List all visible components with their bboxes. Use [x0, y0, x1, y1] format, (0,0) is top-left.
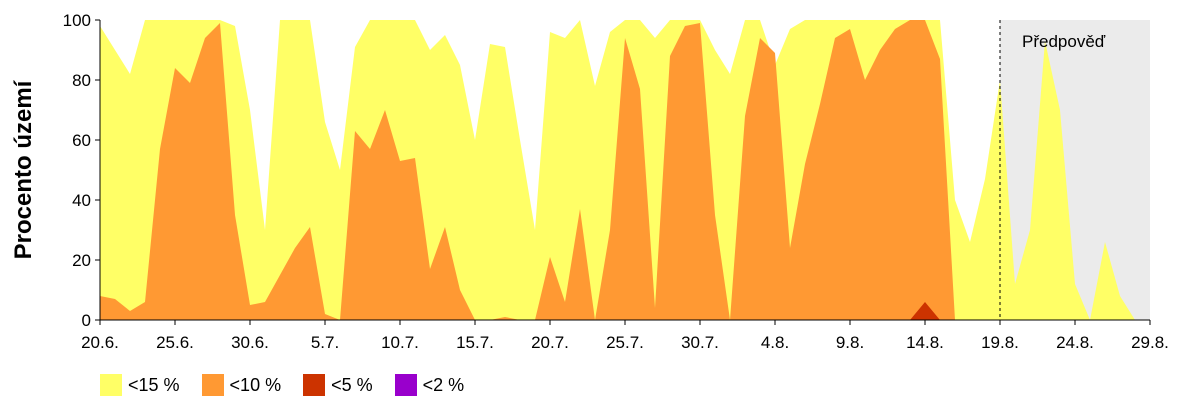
x-tick-label: 20.6. [81, 333, 119, 352]
legend-swatch [201, 374, 224, 396]
legend-swatch [303, 374, 326, 396]
x-tick-label: 5.7. [311, 333, 339, 352]
y-axis-label: Procento území [10, 79, 37, 259]
x-tick-label: 25.6. [156, 333, 194, 352]
y-tick-label: 100 [63, 11, 91, 30]
y-tick-label: 20 [72, 251, 91, 270]
legend-label: <2 % [422, 374, 465, 395]
x-tick-label: 14.8. [906, 333, 944, 352]
y-tick-label: 40 [72, 191, 91, 210]
area-series-2 [100, 302, 1135, 320]
legend-swatch [100, 374, 122, 396]
area-series-1 [100, 20, 1135, 320]
legend-label: <15 % [128, 374, 180, 395]
x-tick-label: 25.7. [606, 333, 644, 352]
legend-swatch [394, 374, 417, 396]
x-tick-label: 29.8. [1131, 333, 1169, 352]
y-tick-label: 0 [82, 311, 91, 330]
legend: <15 % <10 % <5 % <2 % [100, 372, 486, 398]
x-tick-label: 24.8. [1056, 333, 1094, 352]
x-tick-label: 9.8. [836, 333, 864, 352]
x-tick-label: 20.7. [531, 333, 569, 352]
legend-item: <5 % [303, 374, 373, 396]
legend-label: <5 % [331, 374, 373, 395]
forecast-label: Předpověď [1022, 32, 1106, 51]
x-tick-label: 30.6. [231, 333, 269, 352]
y-tick-label: 80 [72, 71, 91, 90]
area-chart: Předpověď 0 20 40 60 80 100 20.6. 25.6. 30.6. 5.7… [10, 11, 1169, 352]
legend-label: <10 % [229, 374, 282, 395]
legend-item: <10 % [201, 374, 282, 396]
x-tick-label: 10.7. [381, 333, 419, 352]
x-tick-label: 19.8. [981, 333, 1019, 352]
x-tick-label: 30.7. [681, 333, 719, 352]
legend-item: <15 % [100, 374, 180, 396]
x-tick-label: 4.8. [761, 333, 789, 352]
x-tick-label: 15.7. [456, 333, 494, 352]
axes-group: 0 20 40 60 80 100 20.6. 25.6. 30.6. 5.7. 10.7. 15.7… [63, 11, 1169, 352]
legend-item: <2 % [394, 374, 465, 396]
y-tick-label: 60 [72, 131, 91, 150]
area-series-group [100, 20, 1135, 320]
